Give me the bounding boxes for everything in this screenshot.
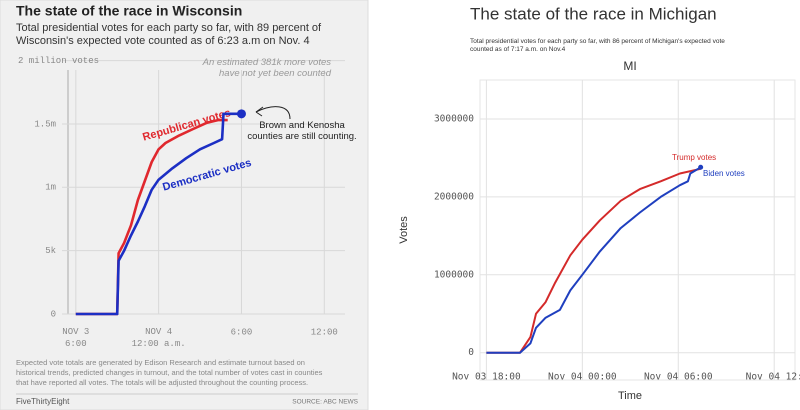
footnote-line: that have reported all votes. The totals… [16,378,308,387]
end-dot [236,109,246,119]
x-tick-label: Nov 04 06:00 [644,372,713,383]
chart-subtitle-line: Wisconsin's expected vote counted as of … [16,35,310,47]
y-tick-label: 0 [468,347,474,358]
chart-subtitle-line: counted as of 7:17 a.m. on Nov.4 [470,46,566,53]
y-tick-label: 1m [45,183,56,193]
x-tick-label-line: NOV 3 [62,327,89,337]
series-line [486,166,702,354]
y-tick-label: 5k [45,246,56,256]
series-line [486,167,701,354]
chart-subtitle-line: Total presidential votes for each party … [470,38,725,45]
annotation-line: Brown and Kenosha [259,120,345,131]
chart-subtitle: Total presidential votes for each party … [470,38,725,53]
x-axis-label: Time [618,390,642,402]
series-label: Biden votes [703,169,745,178]
annotation-line: counties are still counting. [247,131,356,142]
footer-brand: FiveThirtyEight [16,397,70,406]
x-tick-label: NOV 4 12:00 a.m. [132,327,186,349]
annotation: An estimated 381k more votes have not yet… [202,57,332,79]
x-tick-label: Nov 04 00:00 [548,372,617,383]
footnote-line: Expected vote totals are generated by Ed… [16,358,305,367]
panel-title: MI [623,59,636,73]
y-tick-label: 0 [51,309,56,319]
x-tick-label-line: 12:00 a.m. [132,339,186,349]
left-panel [0,0,369,410]
x-tick-label: NOV 3 6:00 [62,327,89,349]
series-line [75,112,242,316]
x-tick-label: Nov 03 18:00 [452,372,521,383]
annotation-arrow [255,106,291,120]
y-tick-label: 2000000 [434,191,474,202]
chart-title: The state of the race in Michigan [470,4,717,23]
y-tick-label: 1.5m [34,119,56,129]
y-tick-label: 2 million votes [18,56,99,66]
x-tick-label-line: 6:00 [65,339,87,349]
x-tick-label: 6:00 [231,327,253,337]
end-dot [698,164,704,170]
footer-source: SOURCE: ABC NEWS [292,399,358,406]
series-line [75,118,228,316]
y-axis-label: Votes [398,216,410,244]
annotation: Brown and Kenosha counties are still coun… [247,120,356,142]
chart-subtitle: Total presidential votes for each party … [16,22,322,47]
x-tick-label: Nov 04 12: [746,372,800,383]
chart-subtitle-line: Total presidential votes for each party … [16,22,322,34]
annotation-arrowhead [255,106,264,117]
series-label: Trump votes [672,153,716,162]
y-tick-label: 3000000 [434,113,474,124]
y-tick-label: 1000000 [434,269,474,280]
annotation-line: have not yet been counted [219,68,332,79]
x-tick-label: 12:00 [311,327,338,337]
footnote: Expected vote totals are generated by Ed… [16,358,323,387]
x-tick-label-line: NOV 4 [145,327,172,337]
chart-title: The state of the race in Wisconsin [16,3,242,19]
footnote-line: historical trends, predicted changes in … [16,368,323,377]
annotation-line: An estimated 381k more votes [202,57,332,68]
plot-frame [479,79,796,381]
